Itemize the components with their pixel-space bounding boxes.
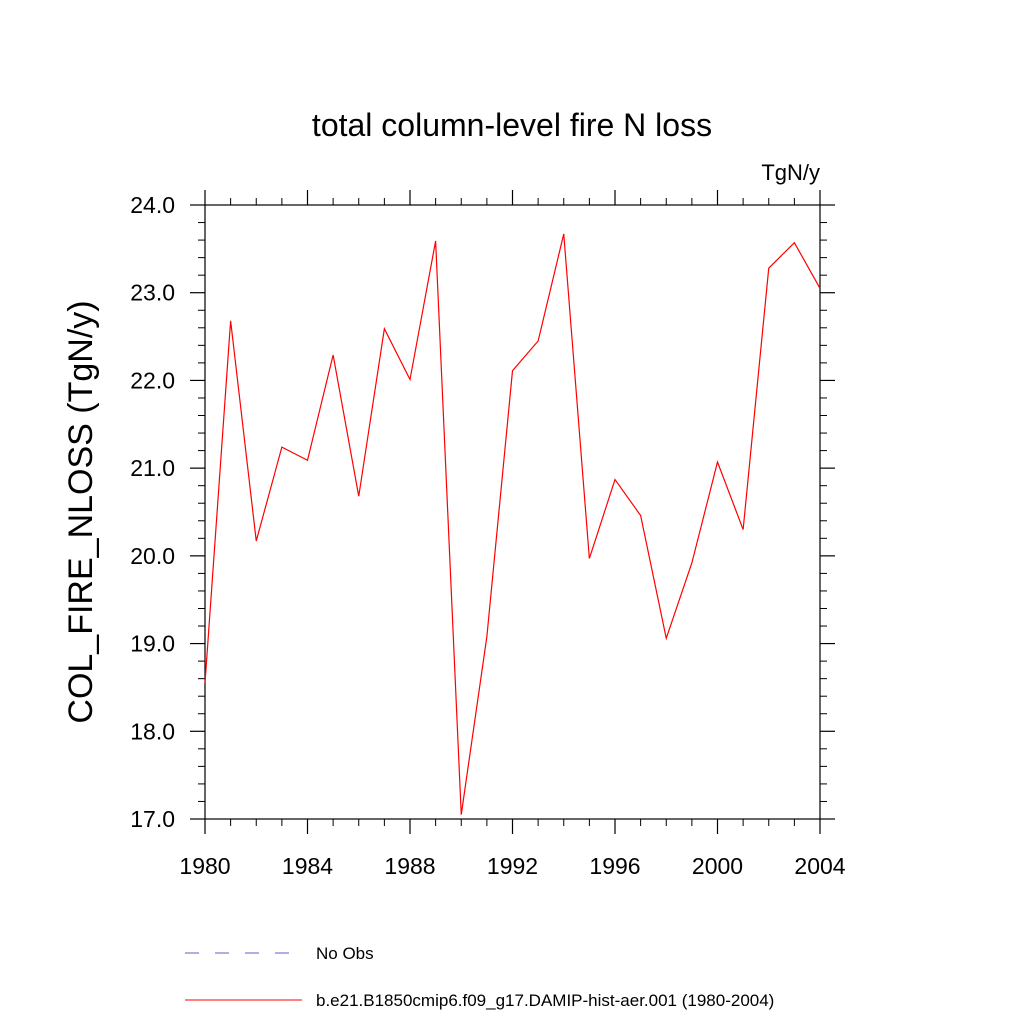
y-tick-label: 24.0	[130, 192, 175, 218]
legend-label: No Obs	[316, 944, 374, 963]
legend: No Obs b.e21.B1850cmip6.f09_g17.DAMIP-his…	[185, 944, 774, 1010]
y-tick-label: 19.0	[130, 631, 175, 657]
chart-title: total column-level fire N loss	[312, 107, 712, 143]
y-axis-label: COL_FIRE_NLOSS (TgN/y)	[62, 300, 100, 723]
y-tick-label: 20.0	[130, 543, 175, 569]
x-tick-label: 2000	[692, 853, 743, 879]
y-tick-label: 17.0	[130, 806, 175, 832]
y-tick-label: 23.0	[130, 280, 175, 306]
series-line	[204, 233, 821, 815]
x-tick-label: 1980	[179, 853, 230, 879]
axes: 1980 1984 1988 1992 1996 2000 2004 17.0 18.0 19.0…	[130, 190, 846, 879]
units-label: TgN/y	[761, 160, 820, 185]
x-tick-label: 1984	[282, 853, 333, 879]
y-tick-label: 21.0	[130, 455, 175, 481]
y-tick-label: 22.0	[130, 367, 175, 393]
x-tick-label: 1988	[384, 853, 435, 879]
legend-label: b.e21.B1850cmip6.f09_g17.DAMIP-hist-aer.…	[316, 991, 774, 1010]
series-layer	[204, 233, 821, 815]
x-tick-label: 1992	[487, 853, 538, 879]
x-tick-label: 1996	[589, 853, 640, 879]
x-tick-label: 2004	[794, 853, 845, 879]
y-tick-label: 18.0	[130, 718, 175, 744]
plot-frame	[204, 204, 821, 820]
